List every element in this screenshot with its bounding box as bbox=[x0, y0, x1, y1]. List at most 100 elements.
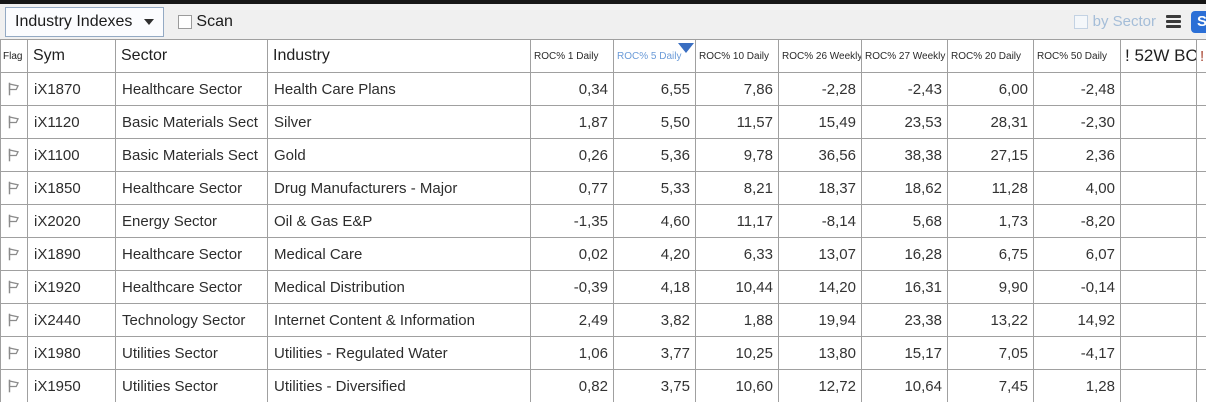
cell-sector[interactable]: Utilities Sector bbox=[116, 370, 268, 402]
column-header-roc27w[interactable]: ROC% 27 Weekly bbox=[862, 40, 948, 72]
cell-roc10d[interactable]: 6,33 bbox=[696, 238, 779, 270]
cell-industry[interactable]: Oil & Gas E&P bbox=[268, 205, 531, 237]
column-header-sym[interactable]: Sym bbox=[28, 40, 116, 72]
cell-roc20d[interactable]: 7,45 bbox=[948, 370, 1034, 402]
column-header-sector[interactable]: Sector bbox=[116, 40, 268, 72]
cell-roc27w[interactable]: 5,68 bbox=[862, 205, 948, 237]
by-sector-toggle[interactable]: by Sector bbox=[1073, 13, 1156, 30]
cell-roc27w[interactable]: 23,53 bbox=[862, 106, 948, 138]
cell-roc50d[interactable]: 4,00 bbox=[1034, 172, 1121, 204]
cell-roc20d[interactable]: 6,00 bbox=[948, 73, 1034, 105]
cell-industry[interactable]: Gold bbox=[268, 139, 531, 171]
cell-roc26w[interactable]: 19,94 bbox=[779, 304, 862, 336]
scan-checkbox[interactable] bbox=[178, 14, 193, 29]
cell-roc1d[interactable]: 2,49 bbox=[531, 304, 614, 336]
cell-roc20d[interactable]: 28,31 bbox=[948, 106, 1034, 138]
cell-industry[interactable]: Internet Content & Information bbox=[268, 304, 531, 336]
cell-roc1d[interactable]: -0,39 bbox=[531, 271, 614, 303]
cell-roc50d[interactable]: -0,14 bbox=[1034, 271, 1121, 303]
cell-sym[interactable]: iX1980 bbox=[28, 337, 116, 369]
cell-flag[interactable] bbox=[1, 370, 28, 402]
cell-roc26w[interactable]: 36,56 bbox=[779, 139, 862, 171]
cell-sym[interactable]: iX2440 bbox=[28, 304, 116, 336]
cell-roc5d[interactable]: 4,60 bbox=[614, 205, 696, 237]
cell-roc26w[interactable]: -2,28 bbox=[779, 73, 862, 105]
cell-sector[interactable]: Healthcare Sector bbox=[116, 238, 268, 270]
flag-icon[interactable] bbox=[5, 212, 23, 230]
cell-roc20d[interactable]: 7,05 bbox=[948, 337, 1034, 369]
cell-roc27w[interactable]: 10,64 bbox=[862, 370, 948, 402]
column-header-roc10d[interactable]: ROC% 10 Daily bbox=[696, 40, 779, 72]
cell-industry[interactable]: Utilities - Regulated Water bbox=[268, 337, 531, 369]
cell-roc27w[interactable]: 15,17 bbox=[862, 337, 948, 369]
flag-icon[interactable] bbox=[5, 179, 23, 197]
cell-sector[interactable]: Energy Sector bbox=[116, 205, 268, 237]
cell-sym[interactable]: iX2020 bbox=[28, 205, 116, 237]
cell-flag[interactable] bbox=[1, 205, 28, 237]
column-header-roc1d[interactable]: ROC% 1 Daily bbox=[531, 40, 614, 72]
table-row[interactable]: iX1100 Basic Materials Sect Gold 0,26 5,36 9,… bbox=[1, 139, 1206, 172]
cell-sym[interactable]: iX1870 bbox=[28, 73, 116, 105]
cell-roc20d[interactable]: 27,15 bbox=[948, 139, 1034, 171]
flag-icon[interactable] bbox=[5, 278, 23, 296]
flag-icon[interactable] bbox=[5, 146, 23, 164]
cell-roc10d[interactable]: 10,25 bbox=[696, 337, 779, 369]
cell-industry[interactable]: Health Care Plans bbox=[268, 73, 531, 105]
column-header-roc20d[interactable]: ROC% 20 Daily bbox=[948, 40, 1034, 72]
cell-industry[interactable]: Medical Care bbox=[268, 238, 531, 270]
cell-roc27w[interactable]: 16,28 bbox=[862, 238, 948, 270]
cell-roc10d[interactable]: 9,78 bbox=[696, 139, 779, 171]
flag-icon[interactable] bbox=[5, 245, 23, 263]
cell-roc50d[interactable]: -4,17 bbox=[1034, 337, 1121, 369]
cell-flag[interactable] bbox=[1, 106, 28, 138]
cell-roc20d[interactable]: 9,90 bbox=[948, 271, 1034, 303]
table-row[interactable]: iX1950 Utilities Sector Utilities - Divers… bbox=[1, 370, 1206, 402]
table-row[interactable]: iX1920 Healthcare Sector Medical Distribut… bbox=[1, 271, 1206, 304]
cell-roc27w[interactable]: 16,31 bbox=[862, 271, 948, 303]
app-badge-icon[interactable]: S bbox=[1191, 10, 1206, 33]
cell-sector[interactable]: Technology Sector bbox=[116, 304, 268, 336]
column-header-flag[interactable]: Flag bbox=[1, 40, 28, 72]
cell-roc5d[interactable]: 5,50 bbox=[614, 106, 696, 138]
cell-roc27w[interactable]: 38,38 bbox=[862, 139, 948, 171]
cell-roc5d[interactable]: 6,55 bbox=[614, 73, 696, 105]
cell-roc50d[interactable]: -2,30 bbox=[1034, 106, 1121, 138]
cell-flag[interactable] bbox=[1, 304, 28, 336]
table-row[interactable]: iX2440 Technology Sector Internet Content … bbox=[1, 304, 1206, 337]
cell-industry[interactable]: Silver bbox=[268, 106, 531, 138]
cell-sector[interactable]: Healthcare Sector bbox=[116, 172, 268, 204]
cell-industry[interactable]: Medical Distribution bbox=[268, 271, 531, 303]
cell-roc5d[interactable]: 3,75 bbox=[614, 370, 696, 402]
flag-icon[interactable] bbox=[5, 113, 23, 131]
cell-roc1d[interactable]: 0,26 bbox=[531, 139, 614, 171]
cell-roc27w[interactable]: -2,43 bbox=[862, 73, 948, 105]
cell-roc26w[interactable]: 15,49 bbox=[779, 106, 862, 138]
cell-roc50d[interactable]: 6,07 bbox=[1034, 238, 1121, 270]
table-row[interactable]: iX1120 Basic Materials Sect Silver 1,87 5,50… bbox=[1, 106, 1206, 139]
table-row[interactable]: iX1870 Healthcare Sector Health Care Plans… bbox=[1, 73, 1206, 106]
index-group-dropdown[interactable]: Industry Indexes bbox=[5, 6, 165, 37]
column-header-industry[interactable]: Industry bbox=[268, 40, 531, 72]
flag-icon[interactable] bbox=[5, 344, 23, 362]
cell-roc26w[interactable]: -8,14 bbox=[779, 205, 862, 237]
cell-roc1d[interactable]: 0,77 bbox=[531, 172, 614, 204]
cell-roc20d[interactable]: 1,73 bbox=[948, 205, 1034, 237]
cell-flag[interactable] bbox=[1, 238, 28, 270]
cell-roc50d[interactable]: 2,36 bbox=[1034, 139, 1121, 171]
cell-roc27w[interactable]: 18,62 bbox=[862, 172, 948, 204]
cell-roc10d[interactable]: 8,21 bbox=[696, 172, 779, 204]
cell-roc27w[interactable]: 23,38 bbox=[862, 304, 948, 336]
cell-roc50d[interactable]: 14,92 bbox=[1034, 304, 1121, 336]
table-row[interactable]: iX2020 Energy Sector Oil & Gas E&P -1,35 4,6… bbox=[1, 205, 1206, 238]
cell-sector[interactable]: Basic Materials Sect bbox=[116, 106, 268, 138]
cell-flag[interactable] bbox=[1, 337, 28, 369]
flag-icon[interactable] bbox=[5, 377, 23, 395]
table-row[interactable]: iX1890 Healthcare Sector Medical Care 0,02 4… bbox=[1, 238, 1206, 271]
flag-icon[interactable] bbox=[5, 311, 23, 329]
cell-roc20d[interactable]: 13,22 bbox=[948, 304, 1034, 336]
table-row[interactable]: iX1850 Healthcare Sector Drug Manufacturer… bbox=[1, 172, 1206, 205]
cell-roc1d[interactable]: 0,82 bbox=[531, 370, 614, 402]
cell-roc26w[interactable]: 18,37 bbox=[779, 172, 862, 204]
cell-roc5d[interactable]: 3,82 bbox=[614, 304, 696, 336]
cell-sym[interactable]: iX1950 bbox=[28, 370, 116, 402]
